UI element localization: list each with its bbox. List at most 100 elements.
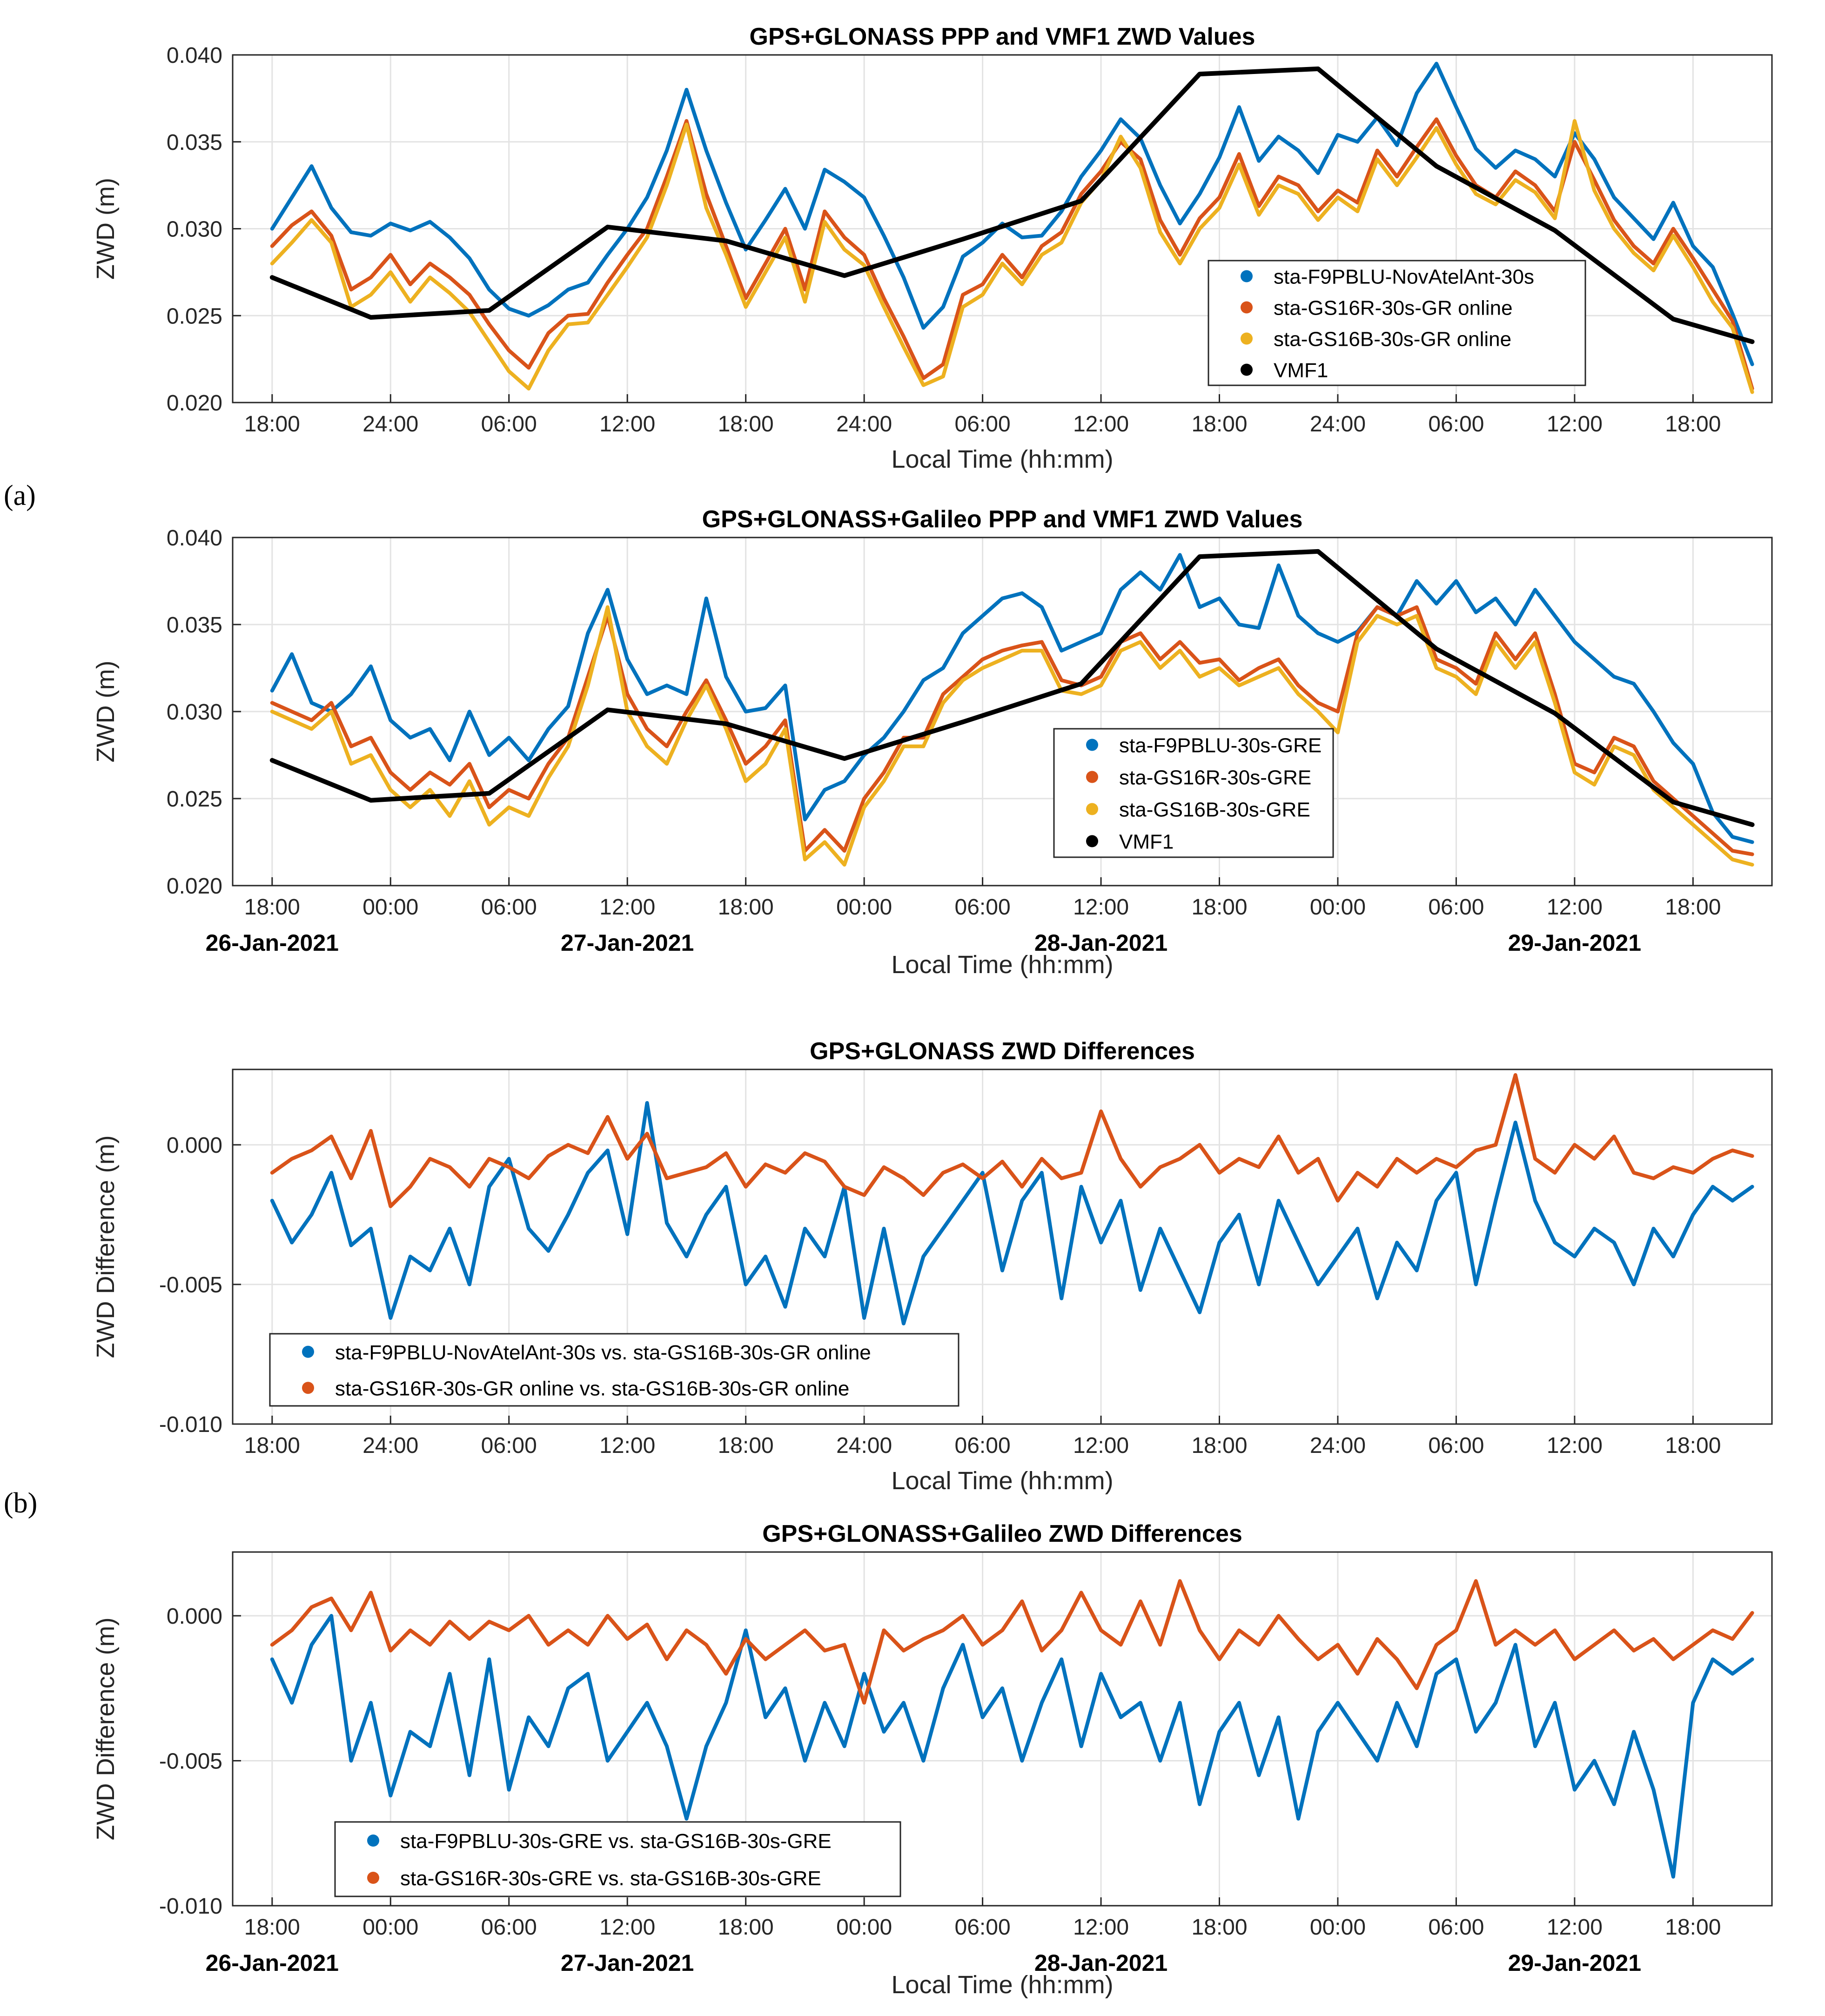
series-line-4 [269, 66, 1755, 344]
legend-box [334, 1821, 901, 1897]
legend-entry-label: sta-F9PBLU-30s-GRE [1119, 734, 1322, 757]
y-axis-label: ZWD (m) [92, 178, 120, 280]
x-axis-label: Local Time (hh:mm) [891, 1467, 1113, 1495]
legend-entry-label: sta-GS16R-30s-GR online vs. sta-GS16B-30… [335, 1377, 849, 1400]
x-tick-label: 12:00 [1547, 895, 1603, 920]
axes-box [232, 1551, 1773, 1907]
x-tick-label: 06:00 [1428, 1433, 1484, 1458]
chart-title: GPS+GLONASS ZWD Differences [810, 1038, 1195, 1065]
x-tick-label: 00:00 [836, 895, 892, 920]
x-tick-label: 06:00 [1428, 1915, 1484, 1940]
y-tick-label: 0.030 [167, 217, 222, 242]
legend-box [1053, 728, 1334, 858]
x-tick-label: 18:00 [244, 1915, 300, 1940]
x-tick-label: 06:00 [1428, 412, 1484, 437]
legend-entry-label: sta-F9PBLU-30s-GRE vs. sta-GS16B-30s-GRE [400, 1830, 832, 1853]
legend-box [1208, 260, 1586, 386]
x-tick-label: 12:00 [1073, 412, 1129, 437]
x-axis-label: Local Time (hh:mm) [891, 1971, 1113, 1999]
x-tick-label: 00:00 [362, 895, 418, 920]
y-tick-label: 0.035 [167, 613, 222, 638]
chart-panel-3: 18:00 24:00 06:00 12:00 18:00 24:00 06:00 12:00… [92, 1038, 1773, 1495]
x-tick-label: 18:00 [1665, 895, 1721, 920]
panel-label-b: (b) [4, 1487, 37, 1519]
series-line-2 [270, 1579, 1754, 1705]
axes-box [232, 54, 1773, 403]
x-tick-label: 12:00 [1547, 1915, 1603, 1940]
y-tick-label: 0.000 [167, 1604, 222, 1629]
x-tick-label: 00:00 [1310, 895, 1366, 920]
legend: sta-F9PBLU-NovAtelAnt-30s sta-GS16R-30s-G… [1208, 260, 1586, 386]
y-tick-label: 0.000 [167, 1133, 222, 1158]
y-tick-label: 0.040 [167, 43, 222, 68]
x-tick-label: 00:00 [836, 1915, 892, 1940]
y-tick-label: 0.040 [167, 526, 222, 551]
x-tick-label: 12:00 [1073, 1915, 1129, 1940]
series-line-1 [270, 61, 1754, 366]
x-tick-label: 18:00 [1191, 412, 1247, 437]
legend-entry-label: sta-GS16B-30s-GR online [1274, 328, 1511, 351]
x-tick-label: 18:00 [1191, 1915, 1247, 1940]
x-tick-label: 06:00 [955, 1433, 1011, 1458]
x-tick-label: 00:00 [362, 1915, 418, 1940]
x-tick-label: 06:00 [955, 1915, 1011, 1940]
x-tick-label: 06:00 [955, 412, 1011, 437]
chart-panel-4: 18:00 00:00 06:00 12:00 18:00 00:00 06:00 12:00… [92, 1520, 1773, 1999]
date-label: 28-Jan-2021 [1034, 1950, 1167, 1976]
series-line-2 [270, 605, 1754, 856]
x-axis-label: Local Time (hh:mm) [891, 445, 1113, 473]
axes-box [232, 537, 1773, 887]
y-tick-label: -0.010 [159, 1894, 222, 1919]
x-tick-label: 06:00 [481, 412, 537, 437]
x-tick-label: 18:00 [244, 895, 300, 920]
x-tick-label: 18:00 [1191, 1433, 1247, 1458]
legend-entry-label: VMF1 [1119, 831, 1174, 853]
legend-marker [1086, 739, 1098, 751]
legend-entry-label: sta-F9PBLU-NovAtelAnt-30s [1274, 266, 1534, 289]
y-tick-label: -0.005 [159, 1749, 222, 1774]
legend-entry-label: sta-GS16B-30s-GRE [1119, 799, 1310, 821]
x-tick-label: 06:00 [481, 895, 537, 920]
date-label: 27-Jan-2021 [561, 930, 694, 956]
x-tick-label: 06:00 [1428, 895, 1484, 920]
y-tick-label: 0.025 [167, 304, 222, 329]
legend-entry-label: sta-F9PBLU-NovAtelAnt-30s vs. sta-GS16B-… [335, 1341, 871, 1364]
series-line-1 [270, 553, 1754, 844]
series-line-4 [269, 549, 1755, 827]
legend-marker [367, 1872, 379, 1884]
chart-title: GPS+GLONASS PPP and VMF1 ZWD Values [750, 23, 1255, 50]
x-tick-label: 18:00 [718, 1915, 774, 1940]
date-label: 29-Jan-2021 [1508, 1950, 1641, 1976]
x-tick-label: 18:00 [718, 412, 774, 437]
y-tick-label: -0.005 [159, 1273, 222, 1297]
y-tick-label: 0.025 [167, 787, 222, 812]
legend: sta-F9PBLU-30s-GRE vs. sta-GS16B-30s-GRE… [334, 1821, 901, 1897]
series-line-3 [270, 605, 1754, 867]
y-axis-label: ZWD Difference (m) [92, 1617, 120, 1840]
date-label: 26-Jan-2021 [206, 930, 339, 956]
x-tick-label: 18:00 [1665, 1915, 1721, 1940]
legend-entry-label: sta-GS16R-30s-GR online [1274, 297, 1513, 320]
x-tick-label: 24:00 [836, 412, 892, 437]
y-tick-label: -0.010 [159, 1412, 222, 1437]
legend-marker [1241, 332, 1253, 345]
legend-marker [1241, 301, 1253, 314]
legend: sta-F9PBLU-30s-GRE sta-GS16R-30s-GRE sta-G… [1053, 728, 1334, 858]
legend-box [269, 1333, 959, 1407]
series-line-3 [270, 119, 1754, 394]
x-tick-label: 18:00 [1665, 412, 1721, 437]
series-line-2 [270, 117, 1754, 391]
series-line-2 [270, 1073, 1754, 1208]
date-label: 29-Jan-2021 [1508, 930, 1641, 956]
chart-panel-1: 18:00 24:00 06:00 12:00 18:00 24:00 06:00 12:00… [92, 23, 1773, 473]
series-line-1 [270, 1101, 1754, 1325]
x-tick-label: 12:00 [599, 1915, 655, 1940]
x-tick-label: 12:00 [1073, 895, 1129, 920]
axes-box [232, 1068, 1773, 1425]
legend-marker [1241, 270, 1253, 282]
x-tick-label: 12:00 [599, 1433, 655, 1458]
legend-entry-label: sta-GS16R-30s-GRE vs. sta-GS16B-30s-GRE [400, 1867, 821, 1890]
x-tick-label: 24:00 [1310, 1433, 1366, 1458]
x-tick-label: 24:00 [1310, 412, 1366, 437]
